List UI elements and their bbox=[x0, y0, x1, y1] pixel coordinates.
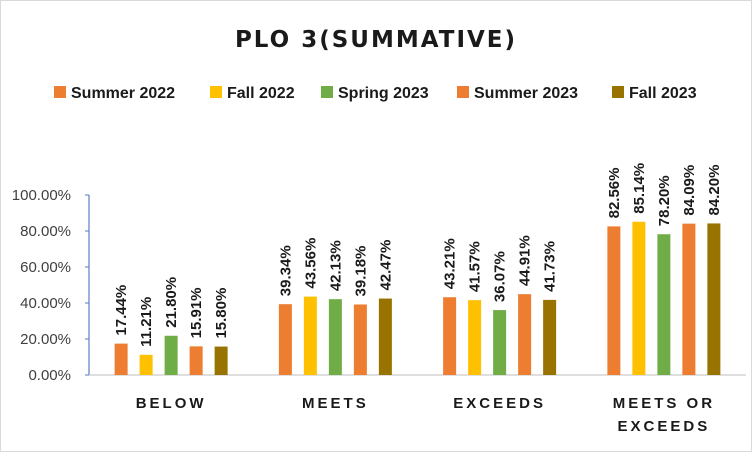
y-tick-label: 80.00% bbox=[20, 223, 71, 240]
legend-swatch bbox=[457, 86, 469, 98]
data-label: 84.20% bbox=[706, 165, 723, 216]
bars bbox=[114, 221, 721, 375]
bar bbox=[214, 346, 228, 375]
x-axis: BELOW MEETS EXCEEDS MEETS OR EXCEEDS bbox=[89, 374, 746, 435]
bar bbox=[328, 299, 342, 375]
bar bbox=[378, 298, 392, 375]
y-tick-label: 100.00% bbox=[12, 187, 71, 204]
data-label: 84.09% bbox=[681, 165, 698, 216]
y-tick-label: 40.00% bbox=[20, 295, 71, 312]
bar bbox=[164, 335, 178, 375]
data-label: 42.47% bbox=[377, 240, 394, 291]
x-category-label: EXCEEDS bbox=[453, 395, 546, 412]
bar bbox=[543, 299, 557, 375]
data-label: 39.34% bbox=[277, 245, 294, 296]
bar bbox=[607, 226, 621, 375]
legend-label: Spring 2023 bbox=[338, 85, 429, 102]
bar bbox=[657, 234, 671, 375]
bar bbox=[353, 304, 367, 375]
bar bbox=[468, 300, 482, 375]
bar bbox=[682, 223, 696, 375]
y-tick-label: 60.00% bbox=[20, 259, 71, 276]
data-label: 39.18% bbox=[352, 246, 369, 297]
bar bbox=[278, 304, 292, 375]
data-label: 41.57% bbox=[467, 241, 484, 292]
data-label: 21.80% bbox=[163, 277, 180, 328]
data-label: 43.56% bbox=[302, 238, 319, 289]
legend-label: Summer 2022 bbox=[71, 85, 175, 102]
data-label: 82.56% bbox=[606, 168, 623, 219]
chart-title: PLO 3(SUMMATIVE) bbox=[235, 27, 517, 53]
legend: Summer 2022 Fall 2022 Spring 2023 Summer 20… bbox=[54, 85, 697, 102]
data-label: 17.44% bbox=[113, 285, 130, 336]
data-label: 43.21% bbox=[442, 238, 459, 289]
data-label: 42.13% bbox=[327, 240, 344, 291]
x-category-label: EXCEEDS bbox=[618, 418, 711, 435]
x-category-label: MEETS OR bbox=[613, 395, 715, 412]
legend-swatch bbox=[210, 86, 222, 98]
legend-swatch bbox=[321, 86, 333, 98]
data-label: 36.07% bbox=[492, 251, 509, 302]
legend-label: Fall 2022 bbox=[227, 85, 295, 102]
legend-label: Summer 2023 bbox=[474, 85, 578, 102]
data-label: 78.20% bbox=[656, 175, 673, 226]
bar bbox=[493, 310, 507, 375]
data-label: 15.80% bbox=[213, 288, 230, 339]
data-label: 41.73% bbox=[542, 241, 559, 292]
data-label: 15.91% bbox=[188, 287, 205, 338]
data-label: 44.91% bbox=[517, 235, 534, 286]
y-axis: 0.00% 20.00% 40.00% 60.00% 80.00% 100.00% bbox=[12, 187, 90, 384]
x-category-label: MEETS bbox=[302, 395, 369, 412]
y-tick-label: 20.00% bbox=[20, 331, 71, 348]
bar bbox=[139, 354, 153, 375]
bar bbox=[303, 296, 317, 375]
legend-swatch bbox=[54, 86, 66, 98]
bar bbox=[114, 343, 128, 375]
bar bbox=[518, 294, 532, 375]
bar bbox=[707, 223, 721, 375]
bar bbox=[632, 221, 646, 375]
bar bbox=[189, 346, 203, 375]
legend-label: Fall 2023 bbox=[629, 85, 697, 102]
bar bbox=[443, 297, 457, 375]
data-label: 11.21% bbox=[138, 297, 155, 347]
legend-swatch bbox=[612, 86, 624, 98]
data-label: 85.14% bbox=[631, 163, 648, 214]
x-category-label: BELOW bbox=[136, 395, 207, 412]
data-labels: 17.44% 39.34% 43.21% 82.56% 11.21% 43.56% 41.5… bbox=[113, 163, 723, 347]
y-tick-label: 0.00% bbox=[28, 367, 71, 384]
